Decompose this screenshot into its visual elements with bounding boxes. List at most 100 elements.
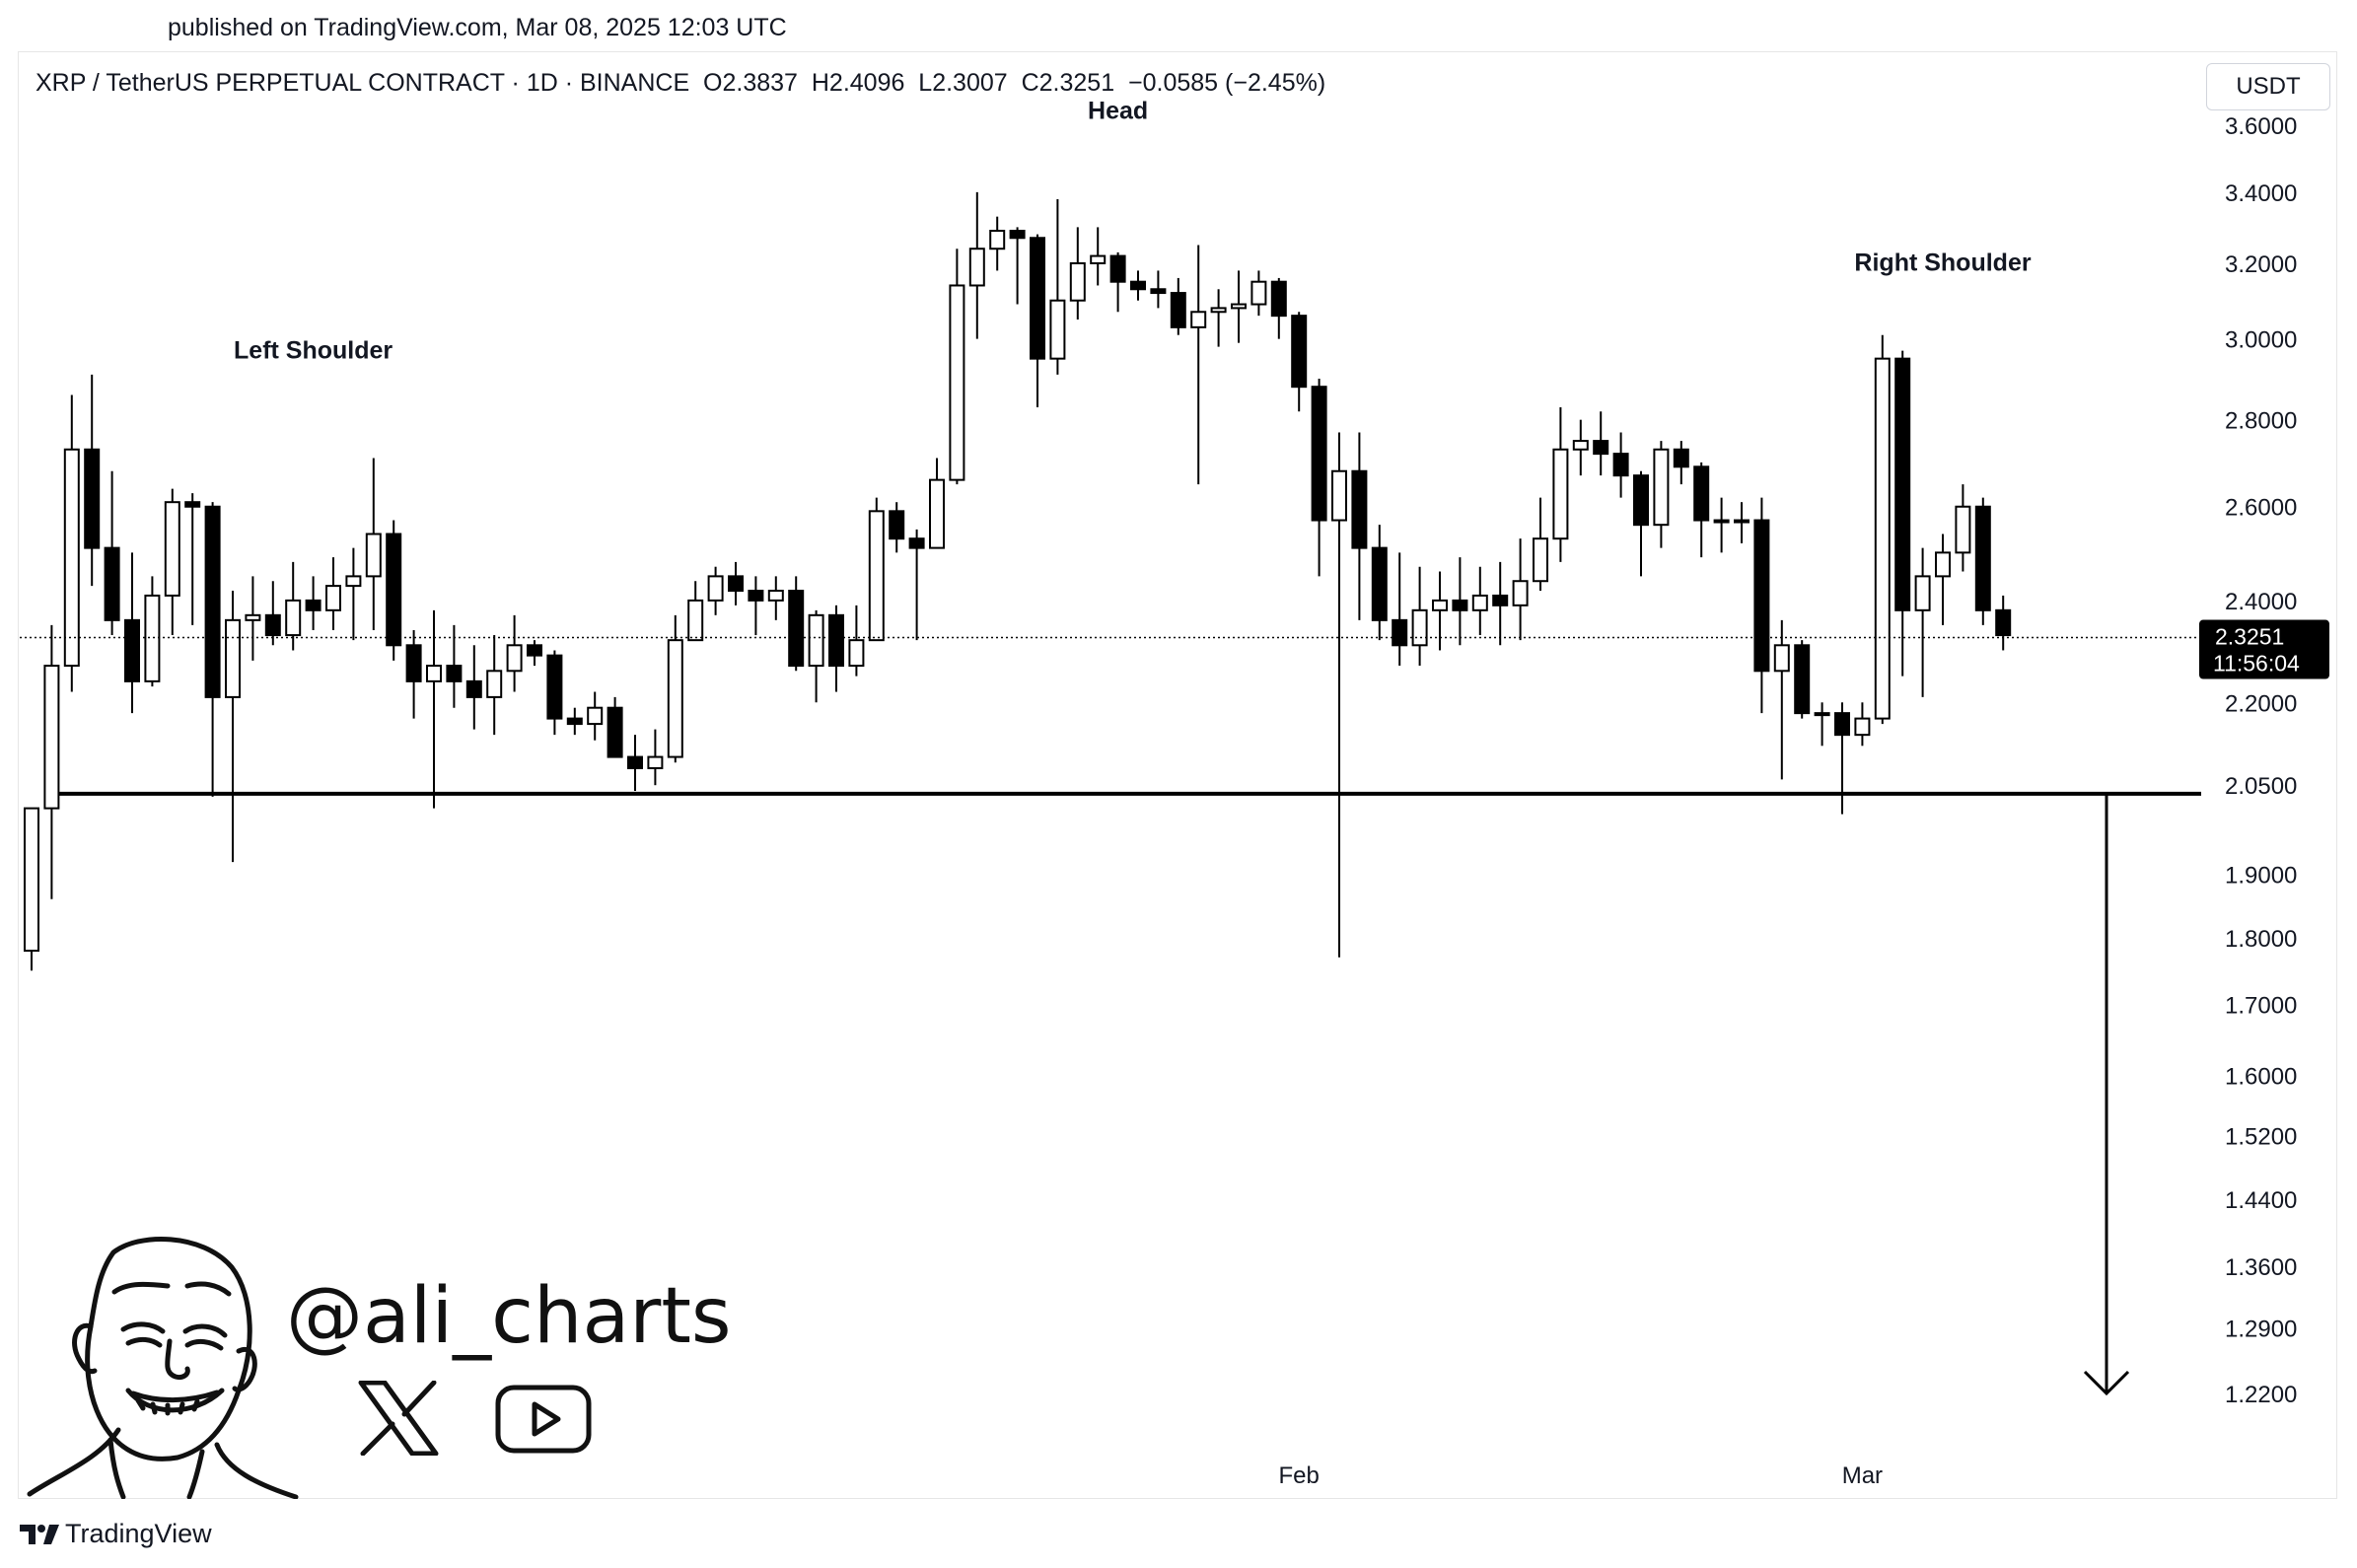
candle-body [386,533,402,647]
candle [204,502,221,797]
candle-body [506,644,523,673]
candle-body [949,284,965,481]
candle [587,691,604,741]
candle-body [1069,261,1086,302]
candle [1069,227,1086,321]
candle-body [285,599,302,637]
candle [1411,566,1428,667]
candle [365,458,382,630]
candle-body [1914,575,1931,611]
candle [1492,561,1509,646]
candle-body [1533,537,1548,583]
candle [1231,270,1247,343]
x-logo-icon[interactable] [357,1381,440,1456]
candle-body [1009,230,1026,240]
candle [1995,595,2012,651]
candle-body [627,755,643,769]
candle-body [365,533,382,578]
candle [647,729,664,786]
candle-body [767,590,784,602]
candle [1552,407,1569,562]
candle [104,470,120,636]
y-tick-label: 2.6000 [2225,495,2297,522]
candle [1894,350,1911,677]
candle [949,249,965,485]
tradingview-footer[interactable]: TradingView [20,1519,212,1549]
footer-brand: TradingView [65,1519,212,1548]
candle [24,807,39,971]
candle-body [889,510,905,540]
legend-symbol: XRP / TetherUS PERPETUAL CONTRACT · 1D ·… [36,69,690,97]
candle-body [264,613,281,637]
candle-body [1713,519,1730,524]
candle-body [1331,469,1347,522]
candle-body [1794,644,1811,715]
y-tick-label: 3.2000 [2225,251,2297,278]
youtube-icon[interactable] [495,1385,592,1454]
candle-body [1814,712,1830,717]
candle-body [1471,594,1488,611]
y-tick-label: 1.3600 [2225,1254,2297,1281]
candle-body [929,478,945,549]
candle [1673,441,1689,485]
candle-body [1090,254,1107,264]
candle-body [728,575,744,593]
candle [1311,378,1327,577]
y-tick-label: 2.2000 [2225,690,2297,717]
candle [124,552,140,714]
candle [1331,432,1347,958]
candle-body [164,501,180,597]
candle-body [1773,644,1790,673]
candle-body [1030,237,1045,360]
candle [1794,640,1811,719]
candle-body [1572,440,1589,451]
candle [667,614,683,763]
candle [1210,289,1227,347]
candle-body [1291,315,1308,389]
candle [627,735,643,792]
candle-body [84,448,101,549]
candle [707,566,724,615]
price-tag-box [2199,619,2329,679]
candle-body [1130,280,1146,291]
candle-body [848,639,865,668]
candle-body [1270,280,1287,318]
candle-body [1552,448,1569,540]
chart-frame [18,51,2337,1499]
candle-body [1653,448,1670,527]
y-tick-label: 2.0500 [2225,773,2297,800]
candle-body [566,717,583,726]
candle [1432,571,1448,651]
y-tick-label: 1.9000 [2225,863,2297,890]
currency-button[interactable]: USDT [2206,63,2330,110]
y-tick-label: 2.8000 [2225,408,2297,435]
candle-body [1955,505,1971,554]
candle [446,624,463,708]
candle-body [1673,448,1689,468]
candle-body [828,613,844,668]
legend-close: C2.3251 [1021,69,1115,97]
candle [1974,497,1991,625]
candle [506,614,523,692]
candle-body [1492,594,1509,606]
candle [1713,497,1730,553]
candle [426,609,442,809]
pattern-label: Right Shoulder [1854,249,2031,276]
candle [767,576,784,620]
candle [546,650,563,736]
candle-body [908,537,925,549]
candle-body [1231,303,1247,310]
candle [386,520,402,661]
candle [1935,534,1951,625]
published-info: published on TradingView.com, Mar 08, 20… [168,14,787,41]
y-tick-label: 1.7000 [2225,993,2297,1020]
candle [486,635,503,736]
candle [1734,502,1750,543]
candle-body [1210,307,1227,314]
candle-body [968,248,985,287]
candle-body [1612,453,1629,477]
candle-body [1512,580,1529,606]
candle-body [345,575,362,588]
